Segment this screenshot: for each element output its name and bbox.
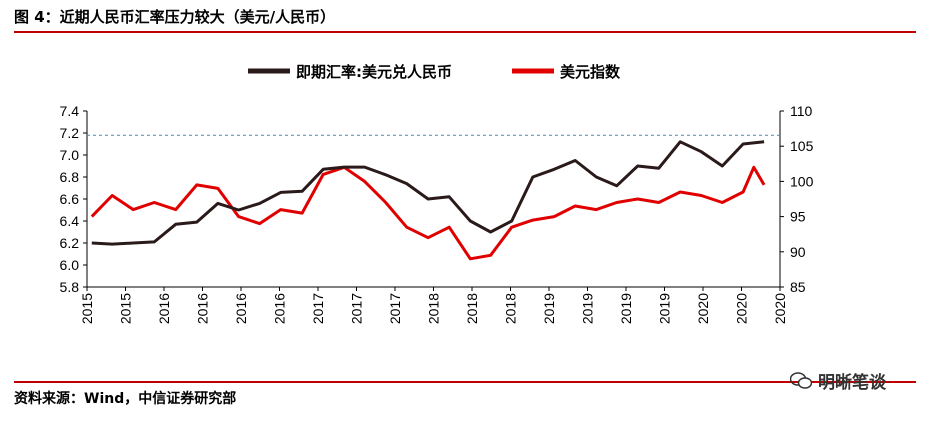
- x-tick-label: 2017: [387, 293, 403, 324]
- line-chart: 5.8 6.0 6.2 6.4 6.6 6.8 7.0 7.2 7.4 85 90 95 100 105 1…: [60, 63, 814, 324]
- x-tick-label: 2016: [195, 293, 211, 324]
- y-left-tick-label: 5.8: [60, 279, 80, 295]
- source-note: 资料来源：Wind，中信证券研究部: [14, 391, 237, 407]
- legend-label: 即期汇率:美元兑人民币: [296, 63, 452, 81]
- y-left-tick-label: 6.8: [60, 169, 80, 185]
- usdcny-line: [91, 140, 765, 246]
- chart-legend: 即期汇率:美元兑人民币 美元指数: [248, 63, 621, 81]
- x-tick-label: 2015: [79, 293, 95, 324]
- y-left-tick-label: 7.0: [60, 147, 80, 163]
- y-left-tick-label: 6.6: [60, 191, 80, 207]
- x-tick-label: 2018: [464, 293, 480, 324]
- y-left-tick-label: 7.2: [60, 125, 80, 141]
- x-tick-label: 2019: [541, 293, 557, 324]
- x-tick-label: 2018: [426, 293, 442, 324]
- x-tick-label: 2016: [272, 293, 288, 324]
- wechat-icon: [790, 371, 812, 389]
- y-left-tick-label: 6.4: [60, 213, 80, 229]
- y-right-tick-label: 90: [790, 244, 806, 260]
- x-tick-label: 2020: [695, 293, 711, 324]
- x-tick-label: 2019: [618, 293, 634, 324]
- x-tick-label: 2019: [580, 293, 596, 324]
- x-tick-label: 2017: [349, 293, 365, 324]
- x-tick-label: 2020: [772, 293, 788, 324]
- top-rule: [14, 31, 916, 33]
- watermark-text: 明晰笔谈: [818, 373, 886, 393]
- y-right-tick-label: 95: [790, 209, 806, 225]
- x-tick-label: 2020: [734, 293, 750, 324]
- x-tick-label: 2016: [156, 293, 172, 324]
- y-right-tick-label: 100: [790, 173, 814, 189]
- chart-axes: 5.8 6.0 6.2 6.4 6.6 6.8 7.0 7.2 7.4 85 90 95 100 105 1…: [60, 103, 814, 324]
- series-lines: [90, 140, 766, 261]
- y-left-tick-label: 7.4: [60, 103, 80, 119]
- y-right-tick-label: 85: [790, 279, 806, 295]
- y-left-tick-label: 6.2: [60, 235, 80, 251]
- x-tick-label: 2017: [310, 293, 326, 324]
- x-tick-label: 2019: [657, 293, 673, 324]
- x-tick-label: 2015: [118, 293, 134, 324]
- legend-label: 美元指数: [560, 63, 621, 81]
- dxy-line: [90, 165, 766, 261]
- figure-title: 图 4：近期人民币汇率压力较大（美元/人民币）: [14, 8, 336, 26]
- y-left-tick-label: 6.0: [60, 257, 80, 273]
- x-tick-label: 2018: [503, 293, 519, 324]
- watermark: 明晰笔谈: [790, 368, 886, 393]
- bottom-rule: [14, 381, 916, 383]
- x-tick-label: 2016: [233, 293, 249, 324]
- y-right-tick-label: 105: [790, 138, 814, 154]
- y-right-tick-label: 110: [790, 103, 813, 119]
